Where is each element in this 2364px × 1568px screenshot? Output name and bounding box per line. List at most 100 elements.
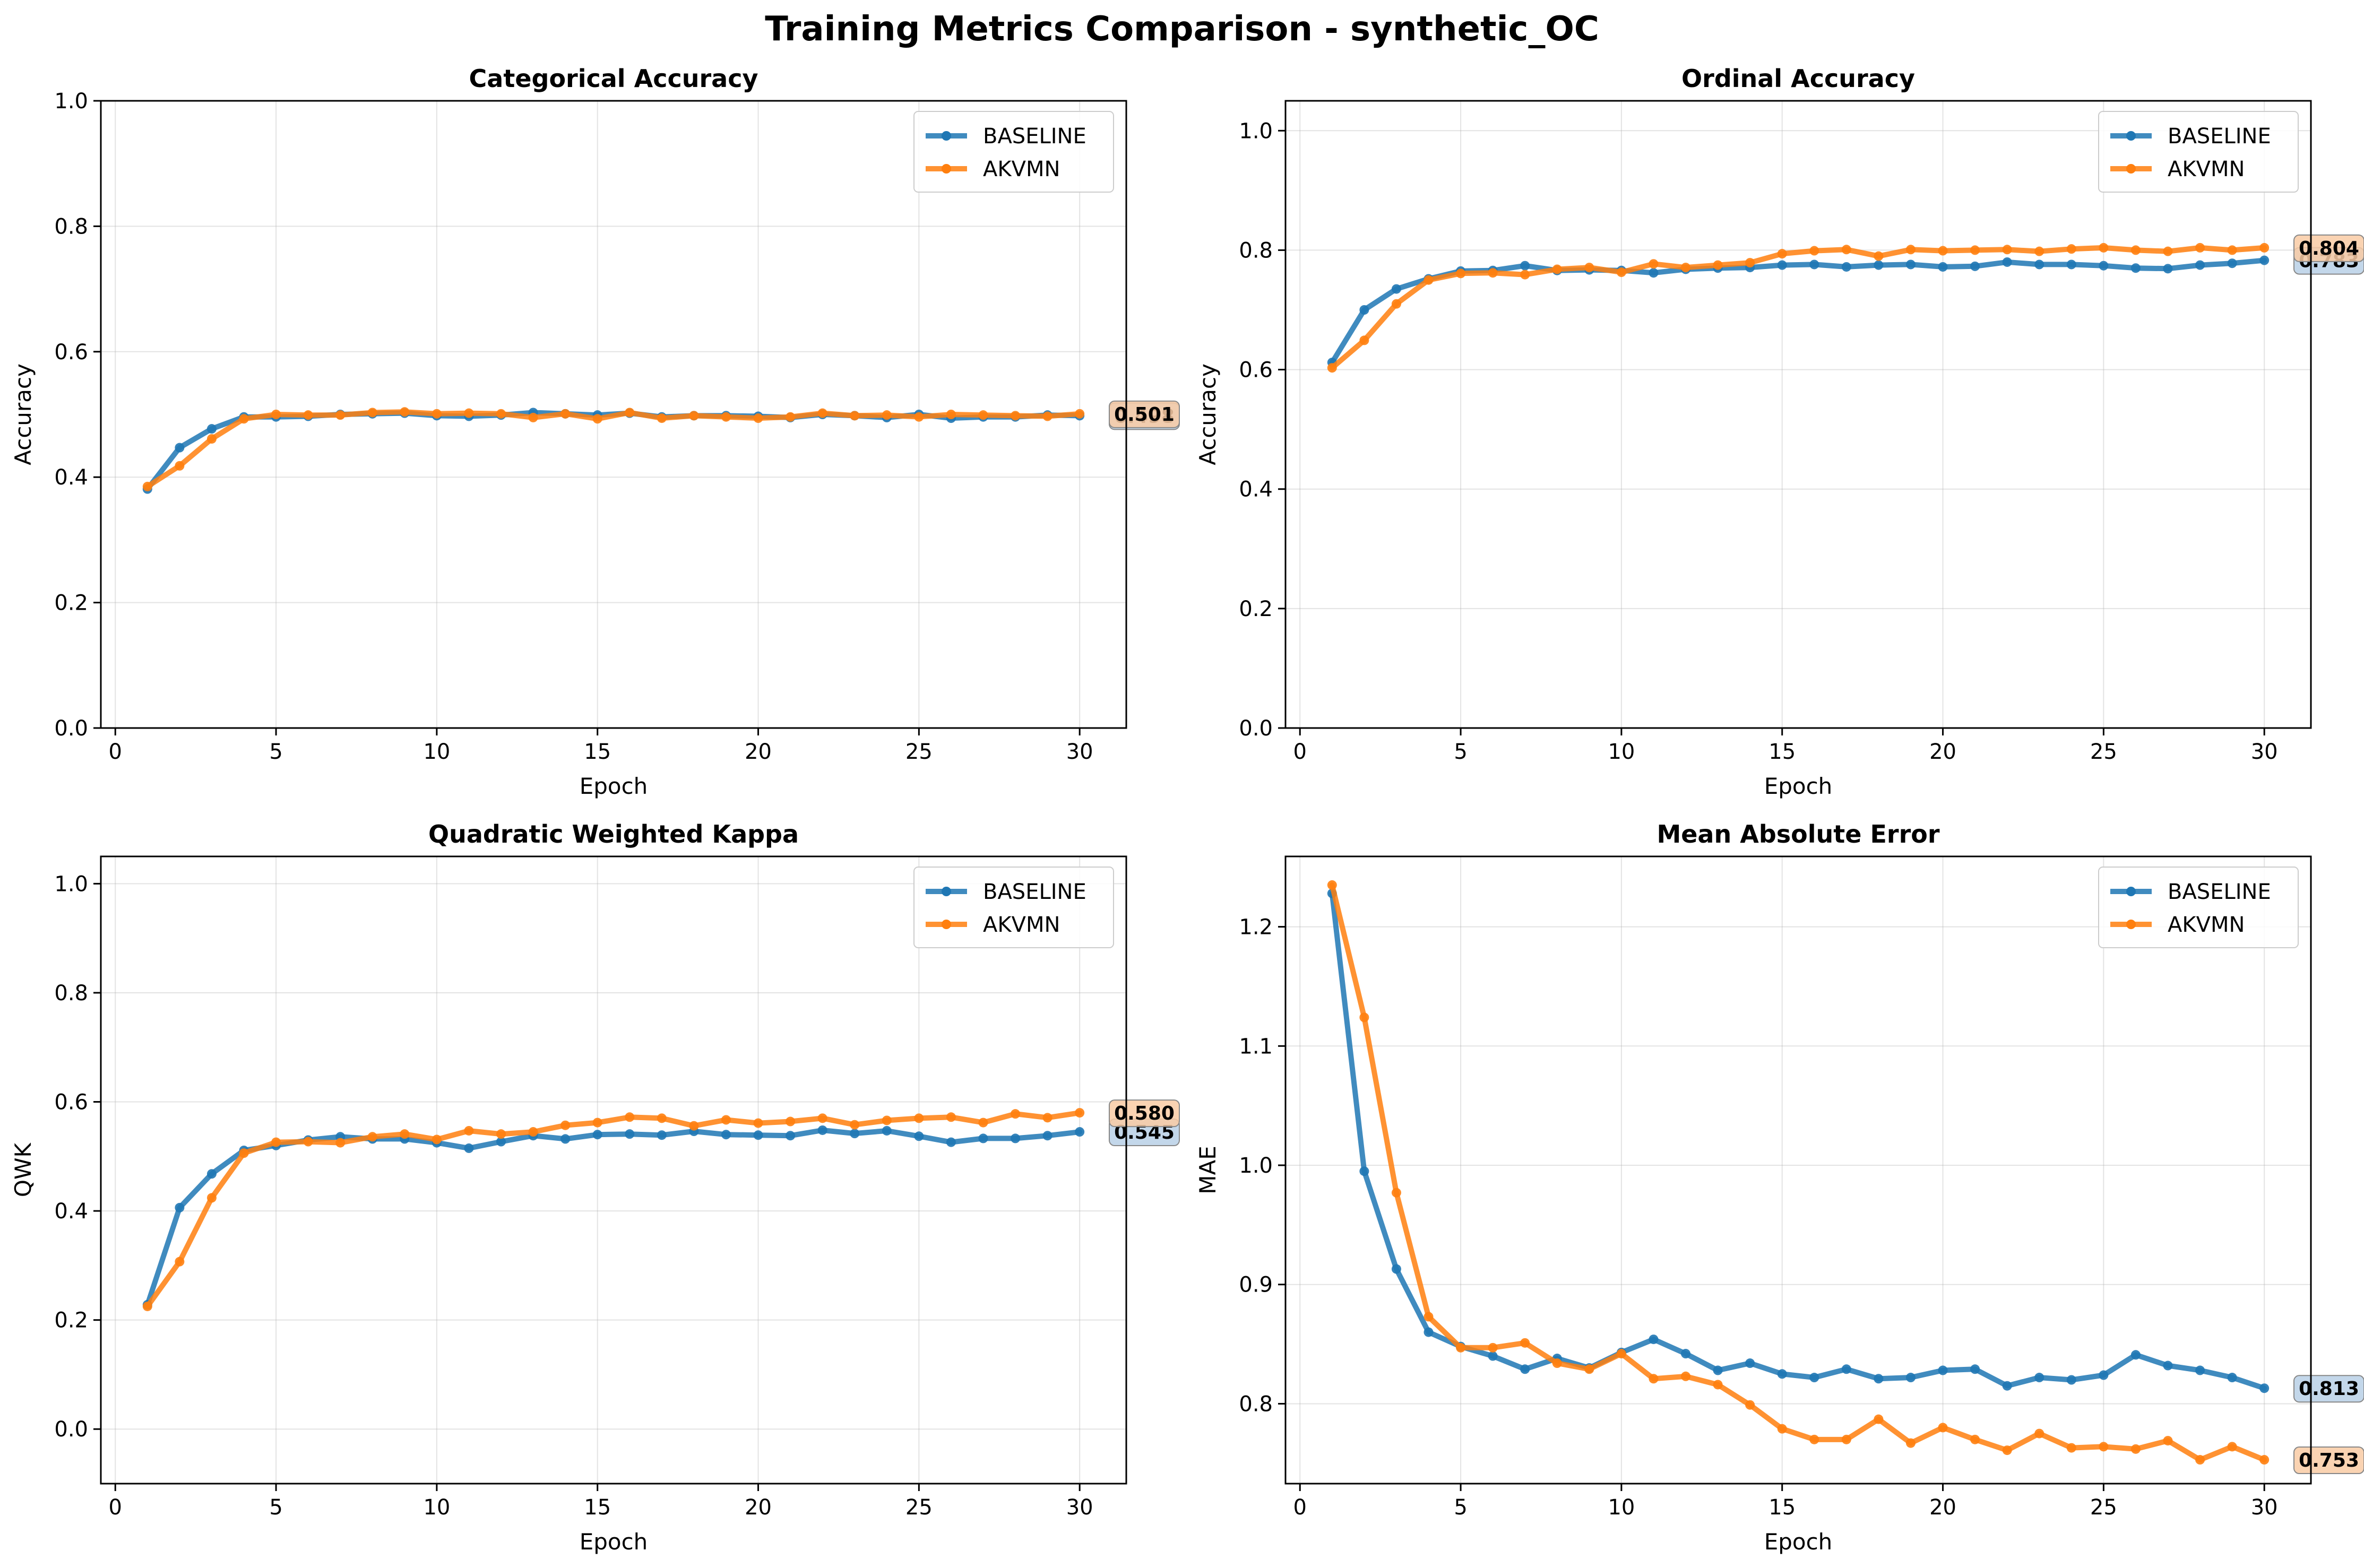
y-tick-label: 0.6: [54, 340, 88, 365]
data-point: [753, 1118, 763, 1128]
data-point: [1970, 245, 1980, 255]
y-tick-label: 0.2: [54, 1309, 88, 1333]
data-point: [786, 1116, 796, 1127]
data-point: [1681, 1371, 1691, 1381]
data-point: [2002, 1381, 2012, 1391]
data-point: [817, 408, 827, 418]
data-point: [1938, 246, 1948, 256]
data-point: [2195, 1455, 2205, 1465]
data-point: [817, 1125, 827, 1135]
data-point: [2002, 257, 2012, 267]
x-tick-label: 5: [269, 740, 282, 764]
data-point: [592, 1117, 602, 1128]
data-point: [1841, 245, 1851, 255]
end-value-label: 0.501: [1114, 404, 1175, 426]
data-point: [2130, 263, 2141, 273]
y-tick-label: 0.8: [1239, 1392, 1273, 1416]
plot-frame: [1284, 100, 2312, 729]
data-point: [560, 1120, 571, 1130]
data-point: [2130, 245, 2141, 255]
x-axis-label: Epoch: [1764, 1529, 1833, 1555]
legend-marker: [942, 131, 951, 141]
x-tick-label: 15: [1768, 1495, 1796, 1520]
legend-label: BASELINE: [983, 880, 1086, 904]
data-point: [657, 413, 667, 423]
data-point: [1874, 1374, 1884, 1384]
y-tick-label: 0.8: [54, 214, 88, 239]
data-point: [1075, 1127, 1085, 1137]
panel-title: Mean Absolute Error: [1656, 820, 1939, 848]
data-point: [1777, 1369, 1787, 1379]
data-point: [335, 410, 346, 420]
data-point: [1841, 1434, 1851, 1444]
data-point: [1905, 259, 1916, 270]
series-akvmn: [142, 1108, 1085, 1311]
x-tick-label: 20: [745, 740, 772, 764]
end-value-label: 0.753: [2299, 1450, 2359, 1471]
legend-box: [2098, 867, 2299, 948]
data-point: [142, 1301, 152, 1311]
data-point: [1938, 1365, 1948, 1375]
data-point: [850, 1120, 860, 1130]
data-point: [496, 1137, 506, 1147]
y-tick-label: 0.6: [1239, 358, 1273, 383]
data-point: [625, 1129, 635, 1139]
data-point: [1841, 1364, 1851, 1374]
data-point: [142, 481, 152, 491]
data-point: [464, 408, 474, 418]
data-point: [2227, 245, 2237, 255]
data-point: [1777, 260, 1787, 270]
panel-title: Quadratic Weighted Kappa: [428, 820, 799, 848]
data-point: [625, 408, 635, 418]
data-point: [882, 1125, 892, 1136]
data-point: [786, 412, 796, 422]
data-point: [914, 1113, 924, 1123]
data-point: [1649, 1374, 1659, 1384]
x-tick-label: 10: [1608, 1495, 1635, 1520]
data-point: [1905, 1438, 1916, 1448]
data-point: [2163, 264, 2173, 274]
x-tick-label: 10: [423, 1495, 450, 1520]
data-point: [303, 410, 313, 420]
data-point: [1359, 1012, 1369, 1023]
legend-label: AKVMN: [983, 913, 1060, 937]
y-axis-label: MAE: [1195, 1146, 1221, 1194]
data-point: [560, 1134, 571, 1144]
legend: BASELINE AKVMN: [913, 867, 1114, 948]
data-point: [1777, 1424, 1787, 1434]
series-line-akvmn: [144, 1110, 1083, 1309]
data-point: [1327, 363, 1337, 373]
data-point: [657, 1130, 667, 1140]
data-point: [1488, 268, 1498, 278]
data-point: [303, 1137, 313, 1147]
data-point: [1552, 1358, 1562, 1368]
legend-label: AKVMN: [2168, 913, 2245, 937]
data-point: [464, 1125, 474, 1136]
data-point: [978, 1117, 988, 1128]
legend-label: BASELINE: [2168, 880, 2271, 904]
data-point: [175, 443, 185, 453]
y-tick-label: 0.0: [1239, 716, 1273, 741]
data-point: [1359, 305, 1369, 315]
data-point: [2195, 1365, 2205, 1375]
y-tick-label: 0.6: [54, 1090, 88, 1115]
data-point: [914, 1131, 924, 1141]
data-point: [175, 1202, 185, 1212]
data-point: [1011, 1109, 1021, 1119]
data-point: [271, 1137, 281, 1147]
x-tick-label: 0: [1293, 1495, 1307, 1520]
data-point: [1713, 1365, 1723, 1375]
x-tick-label: 30: [2251, 1495, 2278, 1520]
legend: BASELINE AKVMN: [2098, 867, 2299, 948]
data-point: [2002, 245, 2012, 255]
data-point: [560, 409, 571, 419]
data-point: [1745, 1400, 1755, 1410]
data-point: [1391, 299, 1401, 309]
data-point: [2163, 246, 2173, 256]
data-point: [1456, 268, 1466, 279]
data-point: [1616, 1349, 1626, 1359]
y-tick-label: 1.0: [54, 872, 88, 896]
data-point: [1938, 1423, 1948, 1433]
y-axis-label: QWK: [10, 1142, 36, 1197]
data-point: [464, 1143, 474, 1153]
